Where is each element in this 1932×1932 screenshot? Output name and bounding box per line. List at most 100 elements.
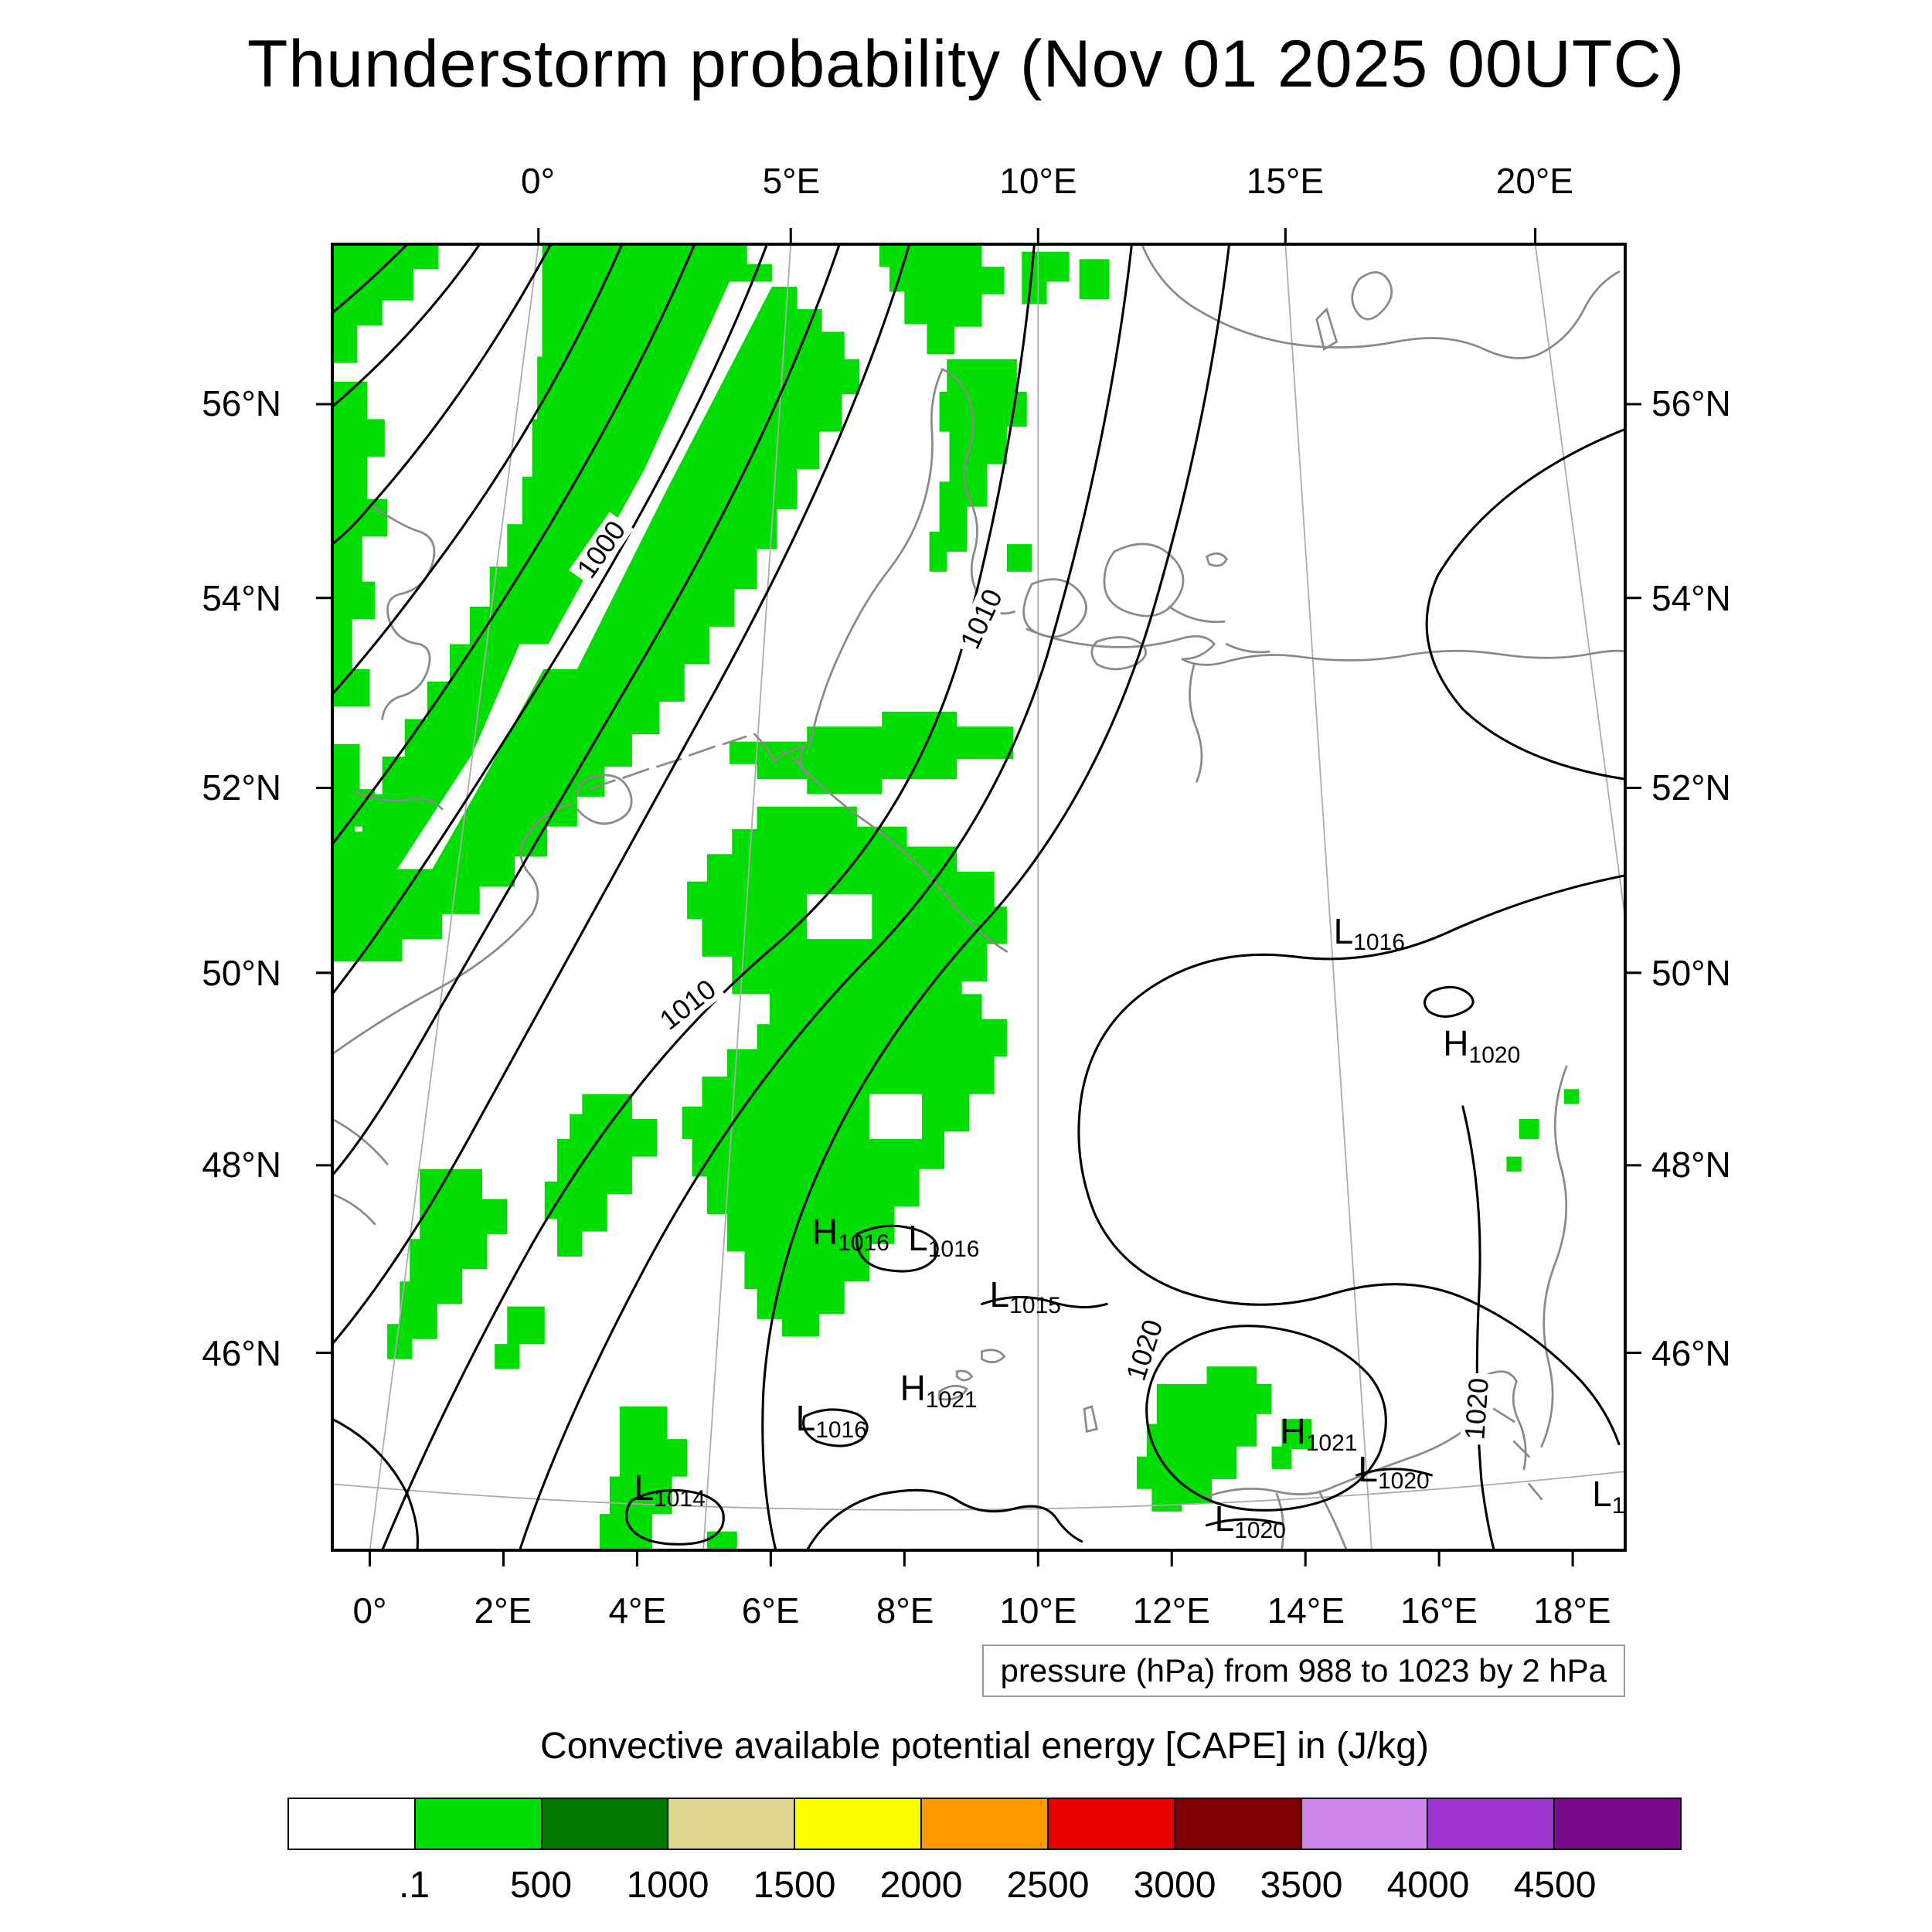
colorbar-cell (415, 1799, 543, 1849)
pressure-center-label: L1020 (1214, 1498, 1286, 1543)
pressure-value: 1016 (838, 1230, 889, 1257)
pressure-center-label: L1020 (1358, 1448, 1429, 1493)
colorbar-cell (795, 1799, 923, 1849)
page-title: Thunderstorm probability (Nov 01 2025 00… (247, 27, 1685, 101)
pressure-center-label: L1015 (989, 1274, 1061, 1319)
isobar-contour-label: 1000 (569, 512, 634, 588)
colorbar-cells (287, 1798, 1682, 1850)
colorbar-cell (668, 1799, 796, 1849)
axis-tick-label: 50°N (202, 953, 281, 994)
axis-tick-label: 54°N (1651, 577, 1731, 618)
pressure-letter: H (900, 1368, 926, 1409)
colorbar-cell (1175, 1799, 1302, 1849)
colorbar-cell (922, 1799, 1049, 1849)
axis-tick-label: 5°E (762, 161, 821, 201)
pressure-letter: H (1443, 1023, 1469, 1064)
colorbar-cell (1428, 1799, 1556, 1849)
colorbar-cell (542, 1799, 669, 1849)
pressure-center-label: H1021 (900, 1367, 978, 1412)
pressure-value: 1015 (1009, 1293, 1061, 1319)
colorbar-tick-label: 4000 (1386, 1865, 1470, 1906)
pressure-center-label: H1020 (1443, 1022, 1520, 1067)
axis-tick-label: 52°N (202, 767, 281, 808)
axis-tick-label: 20°E (1495, 161, 1573, 201)
axis-tick-label: 0° (352, 1590, 387, 1631)
pressure-center-label: L1014 (634, 1467, 706, 1512)
colorbar-cell (289, 1799, 416, 1849)
axis-tick-label: 48°N (202, 1145, 281, 1185)
axis-tick-label: 18°E (1533, 1590, 1611, 1631)
axis-tick-label: 10°E (999, 161, 1077, 201)
pressure-range-caption: pressure (hPa) from 988 to 1023 by 2 hPa (981, 1645, 1625, 1697)
pressure-letter: L (634, 1467, 655, 1508)
colorbar-tick-label: 1000 (626, 1865, 709, 1906)
axis-tick-label: 14°E (1267, 1590, 1345, 1631)
pressure-letter: H (1280, 1411, 1306, 1452)
axis-right: 56°N 54°N 52°N 50°N 48°N 46°N (1625, 244, 1932, 1550)
colorbar-tick-label: .1 (398, 1865, 430, 1906)
axis-tick-label: 52°N (1651, 767, 1731, 808)
pressure-value: 1021 (925, 1386, 978, 1413)
pressure-value: 1014 (654, 1486, 706, 1512)
isobar-layer (331, 243, 1627, 1552)
pressure-value: 1020 (1468, 1042, 1521, 1068)
axis-tick-label: 10°E (999, 1590, 1077, 1631)
colorbar-tick-label: 3000 (1133, 1865, 1216, 1906)
pressure-center-label: L10 (1592, 1473, 1625, 1518)
axis-left: 56°N 54°N 52°N 50°N 48°N 46°N (0, 244, 309, 1550)
axis-ticks (315, 227, 1642, 1567)
axis-tick-label: 6°E (741, 1590, 800, 1631)
colorbar-cell (1048, 1799, 1175, 1849)
pressure-value: 10 (1611, 1492, 1625, 1519)
colorbar-title: Convective available potential energy [C… (540, 1726, 1429, 1767)
axis-tick-label: 2°E (474, 1590, 532, 1631)
colorbar-tick-label: 3500 (1260, 1865, 1343, 1906)
map-label-overlay: 1000 1010 1010 1020 1020 L1016 H1020 H1016 L101… (332, 244, 1625, 1550)
pressure-letter: L (908, 1218, 928, 1259)
pressure-value: 1021 (1305, 1430, 1358, 1456)
axis-top: 0° 5°E 10°E 15°E 20°E (332, 161, 1625, 201)
pressure-value: 1020 (1234, 1517, 1286, 1543)
axis-tick-label: 0° (521, 161, 555, 201)
axis-tick-label: 8°E (876, 1590, 934, 1631)
colorbar-tick-label: 2500 (1006, 1865, 1090, 1906)
pressure-letter: L (1214, 1498, 1235, 1539)
colorbar-cell (1301, 1799, 1429, 1849)
pressure-center-label: L1016 (908, 1217, 980, 1263)
axis-tick-label: 15°E (1246, 161, 1325, 201)
map-canvas: 1000 1010 1010 1020 1020 L1016 H1020 H1016 L101… (315, 227, 1642, 1567)
axis-tick-label: 4°E (608, 1590, 667, 1631)
axis-tick-label: 48°N (1651, 1145, 1731, 1185)
isobar-contour-label: 1020 (1458, 1372, 1494, 1446)
graticule-layer (332, 243, 1626, 1551)
pressure-letter: L (1592, 1474, 1612, 1515)
colorbar-tick-label: 4500 (1513, 1865, 1597, 1906)
axis-tick-label: 56°N (1651, 383, 1731, 424)
axis-tick-label: 12°E (1132, 1590, 1210, 1631)
pressure-letter: L (989, 1274, 1010, 1315)
isobar-contour-label: 1020 (1119, 1311, 1169, 1389)
axis-bottom: 0° 2°E 4°E 6°E 8°E 10°E 12°E 14°E 16°E 18°E (332, 1590, 1625, 1631)
map-svg (315, 227, 1642, 1567)
axis-tick-label: 46°N (1651, 1332, 1731, 1373)
isobar-contour-label: 1010 (953, 580, 1010, 658)
pressure-center-label: L1016 (1333, 910, 1405, 956)
axis-tick-label: 54°N (202, 577, 281, 618)
axis-tick-label: 56°N (202, 383, 281, 424)
colorbar-cell (1555, 1799, 1680, 1849)
colorbar-labels: .1 500 1000 1500 2000 2500 3000 3500 4000 4500 (287, 1864, 1682, 1910)
pressure-center-label: H1016 (811, 1211, 889, 1257)
isobar-contour-label: 1010 (651, 971, 725, 1038)
pressure-center-label: H1021 (1280, 1410, 1357, 1455)
axis-tick-label: 16°E (1400, 1590, 1478, 1631)
colorbar-tick-label: 500 (509, 1865, 573, 1906)
pressure-letter: L (1333, 910, 1354, 951)
colorbar-tick-label: 1500 (753, 1865, 836, 1906)
pressure-value: 1016 (927, 1236, 980, 1263)
axis-tick-label: 50°N (1651, 953, 1731, 994)
pressure-value: 1016 (1353, 930, 1405, 956)
pressure-letter: H (811, 1211, 838, 1252)
axis-tick-label: 46°N (202, 1332, 281, 1373)
pressure-letter: L (795, 1398, 816, 1439)
